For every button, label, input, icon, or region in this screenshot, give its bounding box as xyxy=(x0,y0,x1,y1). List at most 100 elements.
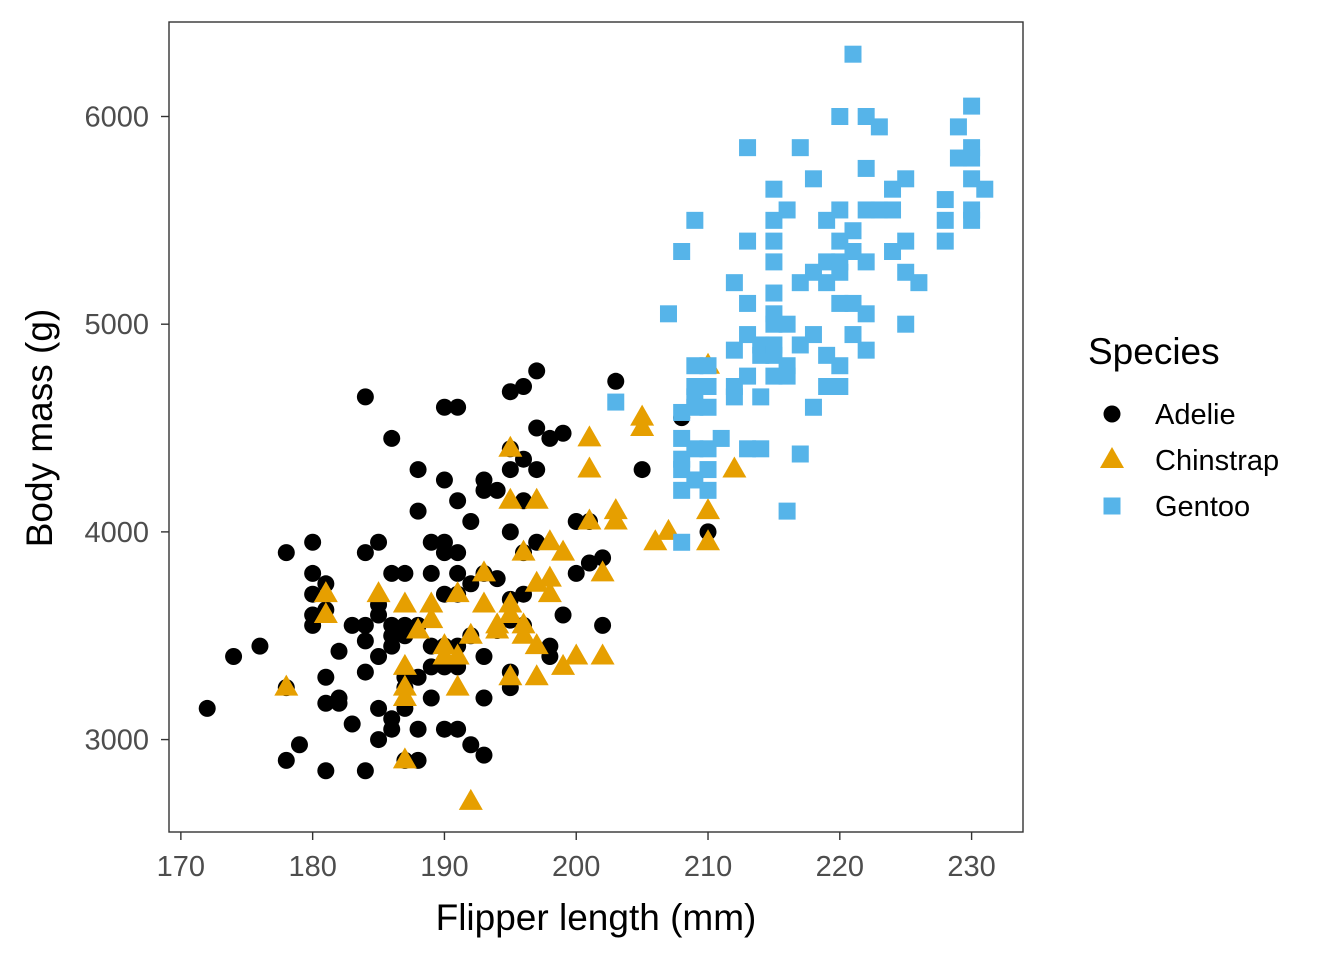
adelie-point xyxy=(304,564,322,582)
chinstrap-point xyxy=(643,529,668,551)
adelie-point xyxy=(383,564,401,582)
adelie-point xyxy=(515,378,533,395)
gentoo-point xyxy=(778,502,796,520)
gentoo-point xyxy=(673,533,691,551)
chinstrap-point xyxy=(577,456,602,478)
adelie-point xyxy=(225,648,243,665)
gentoo-point xyxy=(936,211,954,229)
x-tick-label: 190 xyxy=(420,851,468,883)
chinstrap-point xyxy=(458,622,483,644)
gentoo-point xyxy=(831,378,849,395)
chinstrap-point xyxy=(498,664,523,686)
adelie-point xyxy=(370,533,388,551)
gentoo-point xyxy=(897,263,915,281)
gentoo-point xyxy=(844,294,862,312)
chinstrap-point xyxy=(471,560,496,582)
chinstrap-point xyxy=(419,591,444,613)
chinstrap-point xyxy=(511,539,536,561)
y-tick-label: 5000 xyxy=(84,309,149,341)
gentoo-point xyxy=(870,201,888,219)
adelie-point xyxy=(501,383,519,401)
gentoo-point xyxy=(673,429,691,447)
adelie-point xyxy=(607,372,625,390)
gentoo-point xyxy=(963,97,981,115)
gentoo-point xyxy=(949,118,967,136)
adelie-point xyxy=(317,694,335,712)
gentoo-point xyxy=(686,211,704,229)
gentoo-point xyxy=(725,341,743,359)
adelie-point xyxy=(449,544,467,562)
gentoo-point xyxy=(791,445,809,463)
y-axis-title: Body mass (g) xyxy=(19,309,60,548)
adelie-point xyxy=(449,564,467,582)
gentoo-point xyxy=(804,170,822,188)
gentoo-point xyxy=(752,388,770,406)
gentoo-point xyxy=(844,45,862,63)
adelie-point xyxy=(330,642,348,660)
chinstrap-point xyxy=(564,643,589,665)
series-chinstrap xyxy=(274,352,747,810)
chinstrap-point xyxy=(313,601,338,623)
gentoo-point xyxy=(963,211,981,229)
adelie-point xyxy=(422,533,440,551)
gentoo-point xyxy=(804,326,822,344)
legend-item-gentoo: Gentoo xyxy=(1103,491,1250,523)
y-tick-label: 6000 xyxy=(84,102,149,134)
gentoo-point xyxy=(844,222,862,240)
adelie-point xyxy=(304,533,322,551)
gentoo-point xyxy=(963,170,981,188)
gentoo-point xyxy=(778,315,796,333)
chinstrap-point xyxy=(590,643,615,665)
adelie-point xyxy=(356,544,374,562)
gentoo-point xyxy=(897,170,915,188)
gentoo-point xyxy=(699,378,717,395)
legend-label: Chinstrap xyxy=(1155,445,1279,477)
gentoo-point xyxy=(765,180,783,198)
gentoo-point xyxy=(818,253,836,271)
adelie-point xyxy=(541,429,559,447)
gentoo-point xyxy=(686,471,704,489)
x-axis: 170 180 190 200 210 220 230 xyxy=(157,832,996,883)
chinstrap-point xyxy=(366,581,391,603)
adelie-point xyxy=(370,606,388,624)
gentoo-point xyxy=(607,393,625,411)
legend: Species Adelie Chinstrap Gentoo xyxy=(1088,331,1279,523)
x-axis-title: Flipper length (mm) xyxy=(436,897,757,938)
chinstrap-point xyxy=(498,601,523,623)
plot-panel-border xyxy=(168,21,1024,833)
chinstrap-point xyxy=(590,560,615,582)
data-points xyxy=(198,45,994,810)
adelie-point xyxy=(330,694,348,712)
gentoo-point xyxy=(673,243,691,260)
gentoo-point xyxy=(673,461,691,479)
gentoo-point xyxy=(818,378,836,395)
gentoo-point xyxy=(699,398,717,416)
chinstrap-point xyxy=(524,633,549,655)
legend-label: Adelie xyxy=(1155,399,1236,431)
legend-item-chinstrap: Chinstrap xyxy=(1100,445,1279,477)
gentoo-point xyxy=(831,201,849,219)
gentoo-point xyxy=(936,232,954,250)
adelie-point xyxy=(449,720,467,738)
chinstrap-point xyxy=(419,607,444,629)
x-tick-label: 230 xyxy=(947,851,995,883)
chinstrap-point xyxy=(696,529,721,551)
gentoo-point xyxy=(857,201,875,219)
x-tick-label: 220 xyxy=(816,851,864,883)
gentoo-point xyxy=(976,180,994,198)
chinstrap-point xyxy=(392,685,417,707)
gentoo-point xyxy=(739,440,757,458)
adelie-point xyxy=(554,424,572,442)
chinstrap-point xyxy=(313,581,338,603)
gentoo-point xyxy=(857,253,875,271)
gentoo-point xyxy=(818,211,836,229)
chinstrap-point xyxy=(577,508,602,530)
chinstrap-point xyxy=(577,425,602,447)
gentoo-point xyxy=(910,274,928,292)
legend-items: Adelie Chinstrap Gentoo xyxy=(1100,399,1279,523)
gentoo-point xyxy=(831,108,849,125)
gentoo-point xyxy=(791,274,809,292)
gentoo-point xyxy=(818,274,836,292)
